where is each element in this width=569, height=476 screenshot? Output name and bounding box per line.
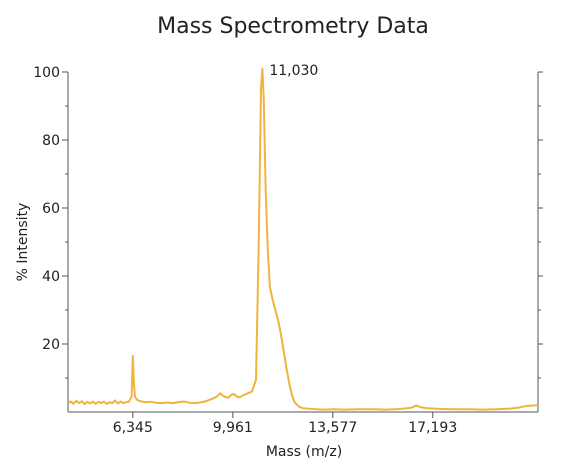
y-tick-label: 20	[42, 337, 60, 353]
spectrum-line	[67, 67, 539, 411]
x-tick-label: 9,961	[213, 420, 253, 436]
y-tick-label: 60	[42, 201, 60, 217]
x-axis-label: Mass (m/z)	[266, 444, 342, 460]
y-tick-label: 80	[42, 133, 60, 149]
peak-label: 11,030	[269, 63, 318, 79]
y-axis-label: % Intensity	[15, 203, 31, 282]
chart-title: Mass Spectrometry Data	[157, 14, 429, 39]
x-tick-label: 13,577	[308, 420, 357, 436]
y-axis-ticks: 20 40 60 80 100	[33, 65, 543, 379]
annotation-layer: 11,030	[269, 63, 318, 79]
y-tick-label: 40	[42, 269, 60, 285]
series-layer	[67, 67, 539, 411]
x-tick-label: 17,193	[408, 420, 457, 436]
y-tick-label: 100	[33, 65, 60, 81]
x-axis-ticks: 6,345 9,961 13,577 17,193	[113, 412, 457, 436]
plot-frame	[67, 72, 539, 413]
x-tick-label: 6,345	[113, 420, 153, 436]
